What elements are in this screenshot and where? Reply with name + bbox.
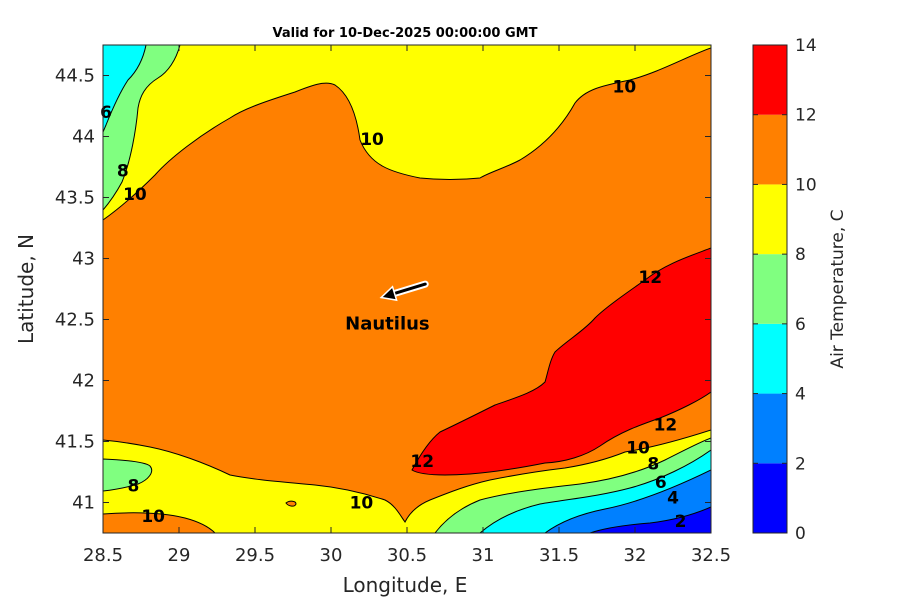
- colorbar: 0 2 4 6 8 10 12 14: [752, 36, 817, 544]
- contour-label: 10: [360, 130, 384, 150]
- wind-arrow-head: [379, 285, 398, 302]
- x-tick-label: 29.5: [235, 545, 275, 566]
- colorbar-segment: [753, 393, 787, 464]
- y-tick-label: 44.5: [55, 66, 95, 87]
- band-4-6-northwest: [103, 45, 147, 133]
- colorbar-frame: [752, 44, 788, 534]
- y-tick-label: 42.5: [55, 310, 95, 331]
- colorbar-segment: [753, 184, 787, 255]
- y-axis: 44.5 44 43.5 43 42.5 42 41.5 41: [55, 66, 711, 514]
- contour-label: 6: [655, 473, 667, 493]
- band-0-2-southeast: [589, 506, 711, 533]
- band-6-8-southwest: [103, 458, 153, 492]
- band-10-12-southwest-strip: [103, 512, 216, 533]
- colorbar-tick-label: 2: [795, 454, 806, 474]
- contour-label: 8: [117, 162, 129, 182]
- colorbar-segment: [753, 114, 787, 185]
- colorbar-segment: [753, 45, 787, 115]
- station-marker: Nautilus: [345, 280, 430, 335]
- x-tick-label: 28.5: [83, 545, 123, 566]
- contour-label: 6: [100, 103, 112, 123]
- colorbar-tick-label: 6: [795, 315, 806, 335]
- x-tick-label: 31: [472, 545, 495, 566]
- contour-label: 8: [127, 476, 139, 496]
- y-axis-label: Latitude, N: [14, 234, 38, 344]
- contour-label: 4: [667, 489, 679, 509]
- band-2-4-southeast: [544, 469, 711, 533]
- colorbar-tick-label: 14: [795, 36, 817, 56]
- x-axis: 28.5 29 29.5 30 30.5 31 31.5 32 32.5: [83, 45, 731, 566]
- colorbar-segment: [753, 463, 787, 533]
- contour-label: 8: [647, 454, 659, 474]
- contour-label: 12: [638, 268, 662, 288]
- band-8-10-north: [103, 45, 711, 221]
- x-axis-label: Longitude, E: [343, 573, 468, 597]
- x-tick-label: 31.5: [539, 545, 579, 566]
- x-tick-label: 30.5: [387, 545, 427, 566]
- x-tick-label: 32: [624, 545, 647, 566]
- contour-fills: [103, 45, 711, 533]
- contour-label: 2: [675, 512, 687, 532]
- colorbar-tick-label: 10: [795, 175, 817, 195]
- y-tick-label: 43.5: [55, 188, 95, 209]
- x-tick-label: 32.5: [691, 545, 731, 566]
- contour-label: 10: [626, 439, 650, 459]
- contour-label: 10: [123, 185, 147, 205]
- colorbar-tick-label: 4: [795, 385, 806, 405]
- band-12-14-east: [411, 247, 711, 476]
- colorbar-label: Air Temperature, C: [828, 209, 848, 368]
- colorbar-tick-label: 0: [795, 524, 806, 544]
- chart-title: Valid for 10-Dec-2025 00:00:00 GMT: [273, 26, 538, 41]
- contour-label: 10: [613, 77, 637, 97]
- contour-label: 12: [410, 452, 434, 472]
- x-tick-label: 29: [168, 545, 191, 566]
- station-label: Nautilus: [345, 314, 430, 335]
- contour-label: 10: [350, 494, 374, 514]
- colorbar-tick-label: 12: [795, 106, 817, 126]
- y-tick-label: 42: [72, 371, 95, 392]
- band-10-12-speck: [285, 500, 297, 507]
- wind-arrow-shaft: [393, 282, 427, 295]
- y-tick-label: 41.5: [55, 432, 95, 453]
- contour-label: 12: [654, 415, 678, 435]
- colorbar-segment: [753, 323, 787, 394]
- colorbar-segment: [753, 254, 787, 324]
- y-tick-label: 43: [72, 249, 95, 270]
- y-tick-label: 41: [72, 493, 95, 514]
- y-tick-label: 44: [72, 127, 95, 148]
- colorbar-tick-label: 8: [795, 245, 806, 265]
- contour-label: 10: [141, 507, 165, 527]
- x-tick-label: 30: [320, 545, 343, 566]
